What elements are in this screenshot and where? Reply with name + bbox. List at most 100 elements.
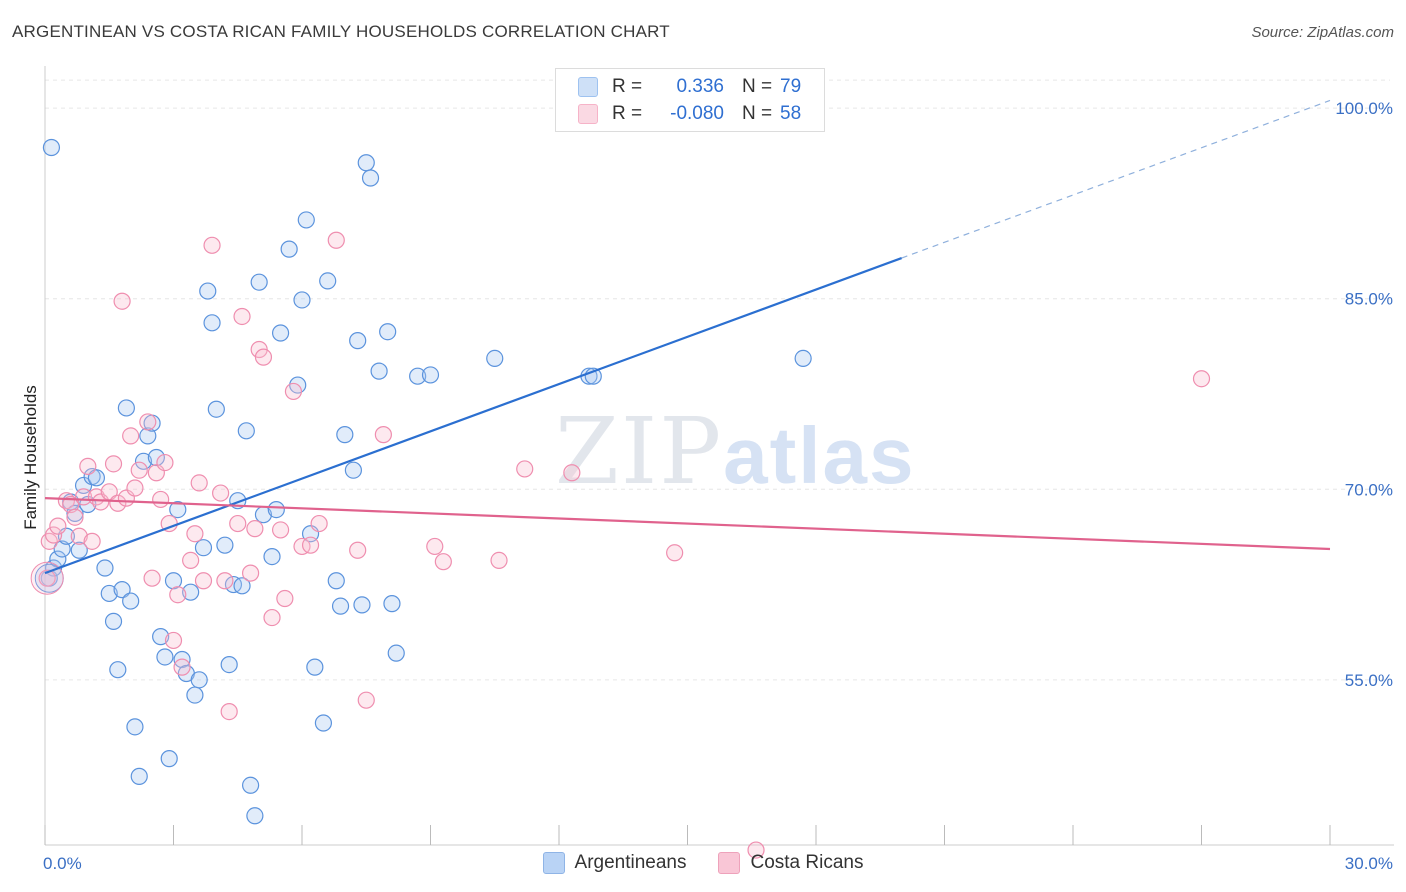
costa-rican-point [293,537,311,556]
argentinean-point [164,572,183,590]
y-tick-label: 100.0% [1335,99,1393,118]
argentineans-trend-extension [901,99,1331,259]
argentinean-point [87,469,106,487]
argentinean-point [319,272,337,290]
legend-swatch-argentineans [578,77,598,97]
costa-rican-point [263,608,281,627]
argentinean-point [113,581,131,599]
argentinean-point [409,367,427,385]
argentinean-point [271,324,290,342]
costa-rican-point [164,631,183,650]
costa-rican-point [152,490,170,509]
argentinean-point [233,577,251,595]
legend-label: Costa Ricans [750,852,864,873]
source-label: Source: ZipAtlas.com [1251,24,1394,41]
axis-labels: 55.0% 70.0% 85.0% 100.0% 0.0% 30.0% Family Hou… [21,99,1393,873]
costa-rican-point [104,455,123,473]
argentinean-point [152,628,170,646]
argentinean-point [130,767,148,785]
costa-rican-point [310,514,328,533]
costa-rican-point [83,532,101,550]
legend-r-label: R = [612,103,643,124]
argentinean-point [237,422,255,440]
argentinean-point [70,541,88,559]
argentinean-point [250,273,268,291]
costa-rican-point [434,553,452,571]
legend-swatch [542,852,565,874]
costa-rican-point [212,484,230,502]
costa-rican-point [747,841,765,859]
argentinean-point [117,399,135,417]
costa-rican-point [79,457,97,475]
series-legend: Argentineans Costa Ricans [0,852,1406,874]
argentinean-point [203,314,221,332]
costa-rican-point [143,569,161,587]
argentinean-point [314,714,333,732]
argentinean-point [96,559,114,577]
argentinean-point [104,612,123,630]
legend-swatch [718,852,741,874]
costa-rican-point [49,517,67,535]
argentinean-point [207,400,225,418]
costa-rican-point-cluster [30,561,64,595]
costa-rican-point [216,572,234,590]
legend-label: Argentineans [574,852,687,873]
argentinean-point [199,282,217,300]
argentinean-point [293,291,311,309]
legend-n-value: 58 [780,103,802,124]
argentinean-point [156,648,174,666]
costa-rican-point [254,348,273,366]
argentineans-points [34,138,812,825]
argentinean-point [344,461,362,479]
legend-row-costa-ricans: R = -0.080 N = 58 [578,102,801,126]
y-tick-label: 70.0% [1345,480,1393,499]
argentinean-point [349,332,367,350]
argentinean-point [297,211,315,229]
legend-item-argentineans[interactable]: Argentineans [542,852,687,874]
argentinean-point [147,448,165,467]
costa-rican-point [516,460,534,478]
argentinean-point [186,686,204,704]
y-axis-title: Family Households [21,385,40,530]
costa-rican-point [426,537,444,556]
legend-n-value: 79 [780,76,802,97]
argentinean-point [327,572,345,590]
argentinean-point [100,584,118,603]
costa-rican-point [327,231,345,249]
argentinean-point [267,500,285,519]
argentinean-point [42,138,61,157]
legend-n-label: N = [742,103,773,124]
argentinean-point [370,362,388,380]
costa-rican-point [173,658,191,676]
costa-rican-point [190,474,208,492]
costa-rican-point [62,495,80,514]
argentinean-point [387,644,405,662]
costa-rican-point [38,569,56,587]
costa-rican-point [233,307,251,326]
costa-rican-point [203,236,221,254]
argentinean-point [246,807,264,825]
argentinean-point [421,366,440,384]
argentinean-point [263,547,281,566]
costa-rican-point [169,586,187,604]
argentinean-point [379,323,397,341]
legend-item-costa-ricans[interactable]: Costa Ricans [718,852,863,874]
argentinean-point [486,349,504,368]
argentinean-point [331,597,350,615]
costa-rican-point [194,572,213,590]
argentinean-point [220,655,238,674]
costa-rican-point [126,479,144,497]
axes [44,66,1394,846]
x-tick-label: 30.0% [1345,854,1393,873]
costa-ricans-points [30,231,1211,859]
costa-rican-point [271,521,290,539]
costa-rican-point [156,453,174,472]
costa-rican-point [242,564,260,582]
argentinean-point [182,583,200,601]
costa-rican-point [374,426,392,444]
costa-rican-point [139,413,157,431]
costa-rican-point [276,589,294,608]
costa-rican-point [301,536,320,554]
legend-row-argentineans: R = 0.336 N = 79 [578,75,801,99]
